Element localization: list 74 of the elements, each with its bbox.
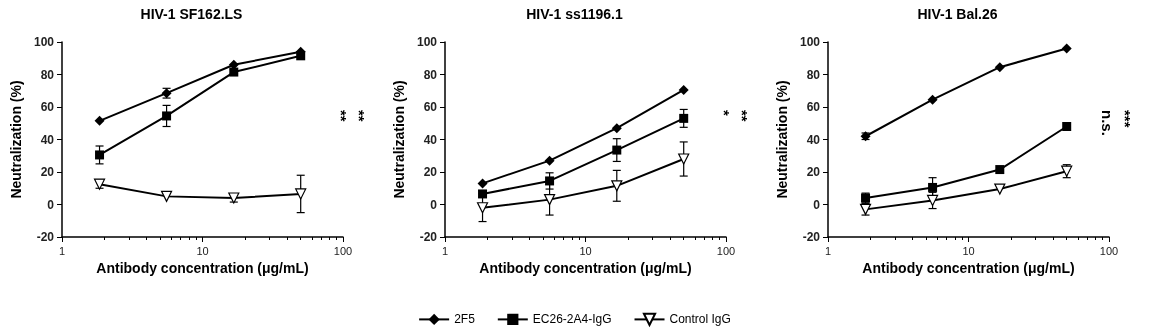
point <box>476 202 489 214</box>
y-tick-label: 80 <box>40 67 55 82</box>
y-tick-label: 60 <box>806 100 821 114</box>
legend-label: EC26-2A4-IgG <box>532 312 612 327</box>
point <box>229 67 239 77</box>
text: ** <box>734 110 751 122</box>
y-tick-label: 80 <box>806 67 821 82</box>
x-tick-label: 10 <box>962 244 975 257</box>
annotation: n.s. <box>1099 110 1116 136</box>
point <box>611 180 623 192</box>
annotation: ** <box>333 110 350 122</box>
point <box>678 153 690 165</box>
point <box>543 194 556 206</box>
point <box>1062 122 1072 131</box>
y-tick-label: 20 <box>806 165 821 179</box>
y-tick-label: -20 <box>36 230 55 244</box>
legend-label: 2F5 <box>454 312 476 327</box>
point <box>162 111 172 121</box>
point <box>95 150 105 160</box>
point <box>994 62 1005 73</box>
x-tick-label: 100 <box>1099 244 1119 257</box>
point <box>612 145 622 155</box>
y-tick-label: 40 <box>423 132 438 147</box>
point <box>928 182 938 192</box>
x-tick-label: 10 <box>579 244 592 257</box>
point <box>1061 43 1072 54</box>
point <box>995 165 1005 175</box>
y-tick-label: 40 <box>806 132 821 147</box>
x-tick-label: 1 <box>58 244 66 257</box>
x-tick-label: 1 <box>441 244 449 257</box>
text: *** <box>1117 110 1134 128</box>
y-tick-label: 60 <box>423 100 438 114</box>
y-tick-label: 100 <box>416 35 438 49</box>
point <box>295 188 307 200</box>
x-axis-title: Antibody concentration (μg/mL) <box>96 260 309 276</box>
x-tick-label: 1 <box>824 244 832 257</box>
point <box>544 155 555 166</box>
y-tick-label: 20 <box>423 165 438 179</box>
y-tick-label: -20 <box>802 230 821 244</box>
y-tick-label: -20 <box>419 230 438 244</box>
point <box>160 190 173 202</box>
chart-title: HIV-1 Bal.26 <box>917 6 998 22</box>
y-tick-label: 40 <box>40 132 55 147</box>
chart-title: HIV-1 ss1196.1 <box>526 6 623 22</box>
point <box>228 192 240 204</box>
y-tick-label: 100 <box>33 35 55 49</box>
x-axis-title: Antibody concentration (μg/mL) <box>479 260 692 276</box>
x-tick-label: 10 <box>196 244 209 257</box>
point <box>994 183 1006 195</box>
x-tick-label: 100 <box>716 244 736 257</box>
y-tick-label: 20 <box>40 165 55 179</box>
y-tick-label: 0 <box>430 197 438 212</box>
point <box>678 84 689 95</box>
x-axis-title: Antibody concentration (μg/mL) <box>862 260 1075 276</box>
point <box>94 115 105 126</box>
legend-label: Control IgG <box>669 312 731 327</box>
y-axis-title: Neutralization (%) <box>8 80 25 199</box>
y-axis-title: Neutralization (%) <box>774 80 791 199</box>
point <box>679 113 689 123</box>
point <box>545 176 555 186</box>
y-tick-label: 100 <box>799 35 821 49</box>
point <box>927 94 938 105</box>
x-tick-label: 100 <box>333 244 353 257</box>
point <box>611 123 622 134</box>
chart-title: HIV-1 SF162.LS <box>140 6 243 22</box>
y-axis-title: Neutralization (%) <box>391 80 408 199</box>
point <box>477 178 488 189</box>
y-tick-label: 80 <box>423 67 438 82</box>
y-tick-label: 0 <box>813 197 821 212</box>
point <box>478 189 488 199</box>
text: ** <box>351 110 368 122</box>
annotation: * <box>716 110 733 116</box>
y-tick-label: 60 <box>40 100 55 114</box>
y-tick-label: 0 <box>47 197 55 212</box>
